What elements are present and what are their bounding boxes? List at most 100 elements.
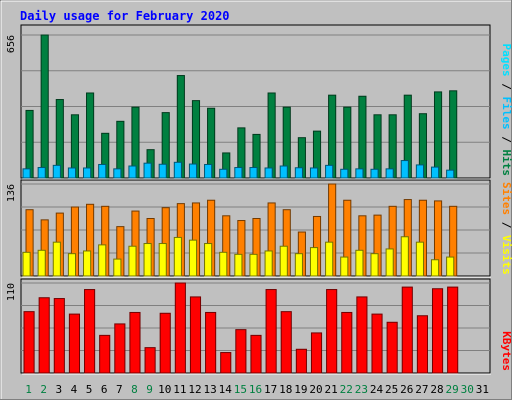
- x-tick-8: 8: [131, 383, 138, 396]
- bar-visits-25: [385, 248, 394, 277]
- legend: Sites / Visits: [500, 182, 512, 275]
- bar-files-18: [279, 165, 288, 179]
- bar-hits-22: [343, 106, 352, 179]
- panel-3: 110 KBytes: [6, 278, 512, 375]
- max-label: 110: [6, 283, 17, 301]
- bar-visits-4: [67, 253, 77, 277]
- bar-visits-7: [113, 258, 122, 277]
- x-tick-21: 21: [325, 383, 338, 396]
- x-tick-30: 30: [461, 383, 474, 396]
- bar-kbytes-13: [205, 311, 217, 374]
- bar-visits-27: [415, 241, 424, 277]
- bar-hits-28: [433, 91, 443, 179]
- bar-files-23: [355, 168, 364, 179]
- bar-kbytes-12: [189, 296, 202, 374]
- x-tick-20: 20: [309, 383, 322, 396]
- bar-kbytes-15: [235, 329, 247, 374]
- x-tick-23: 23: [355, 383, 368, 396]
- bar-files-13: [204, 163, 213, 179]
- x-tick-3: 3: [56, 383, 63, 396]
- bar-visits-5: [83, 250, 92, 277]
- bar-files-14: [219, 168, 228, 179]
- series-visits: [22, 236, 455, 277]
- x-tick-19: 19: [294, 383, 307, 396]
- x-tick-5: 5: [86, 383, 93, 396]
- bar-kbytes-27: [416, 315, 428, 374]
- bar-files-10: [158, 163, 167, 179]
- series-hits: [25, 34, 458, 179]
- bar-files-9: [143, 162, 152, 179]
- bar-visits-9: [143, 243, 152, 277]
- x-axis: 1 2 3 4 5 6 7 8 9 10 11 12 13 14 15 16 17 18 19 20 21 22 23 24 2…: [25, 383, 489, 396]
- bar-kbytes-11: [174, 282, 186, 374]
- legend-visits: Visits: [500, 235, 512, 275]
- legend: KBytes: [500, 331, 512, 371]
- bar-kbytes-19: [295, 348, 307, 374]
- bar-visits-29: [446, 256, 455, 277]
- x-tick-26: 26: [400, 383, 413, 396]
- bar-visits-2: [37, 249, 46, 277]
- bar-kbytes-22: [341, 311, 353, 374]
- x-tick-15: 15: [234, 383, 247, 396]
- bar-files-22: [340, 168, 349, 179]
- bar-kbytes-7: [114, 323, 126, 374]
- bar-kbytes-28: [431, 288, 444, 374]
- bar-visits-16: [249, 253, 258, 277]
- x-tick-4: 4: [71, 383, 78, 396]
- bar-kbytes-8: [129, 311, 141, 374]
- x-tick-7: 7: [116, 383, 123, 396]
- bar-visits-17: [264, 250, 273, 277]
- bar-visits-24: [370, 253, 379, 277]
- bar-files-17: [264, 167, 273, 179]
- x-tick-22: 22: [340, 383, 353, 396]
- x-tick-12: 12: [188, 383, 201, 396]
- x-tick-27: 27: [415, 383, 428, 396]
- bar-files-27: [415, 164, 424, 179]
- legend-pages: Pages: [500, 44, 512, 77]
- bar-kbytes-29: [447, 286, 459, 374]
- legend-files: Files: [500, 97, 512, 130]
- x-tick-10: 10: [158, 383, 171, 396]
- x-tick-24: 24: [370, 383, 384, 396]
- legend-text: Sites / Visits: [500, 182, 512, 275]
- legend-sites: Sites: [500, 182, 512, 215]
- bar-hits-1: [25, 109, 34, 179]
- bar-kbytes-6: [99, 334, 111, 374]
- bar-files-16: [249, 167, 258, 179]
- panel-1: 656 Pages / Files / Hits: [6, 24, 512, 180]
- bar-visits-11: [173, 236, 182, 277]
- legend-text: Pages / Files / Hits: [500, 44, 512, 177]
- bar-files-11: [173, 161, 182, 179]
- bar-files-15: [234, 167, 243, 179]
- bar-kbytes-4: [68, 313, 81, 374]
- bar-hits-24: [373, 114, 382, 179]
- legend-separator: /: [500, 130, 512, 150]
- x-tick-9: 9: [146, 383, 153, 396]
- series-files: [22, 160, 455, 179]
- bar-kbytes-24: [371, 313, 383, 374]
- bar-files-29: [446, 169, 455, 179]
- bar-files-12: [188, 163, 198, 179]
- bar-files-28: [430, 166, 440, 179]
- bar-kbytes-16: [250, 334, 262, 374]
- bar-kbytes-2: [38, 297, 50, 374]
- bar-visits-3: [52, 241, 61, 277]
- bar-kbytes-20: [310, 332, 323, 374]
- max-label: 656: [6, 35, 17, 53]
- bar-kbytes-10: [159, 312, 171, 374]
- bar-files-2: [37, 167, 46, 179]
- bar-visits-10: [158, 243, 167, 277]
- bar-kbytes-17: [265, 289, 277, 374]
- legend-separator: /: [500, 215, 512, 235]
- x-tick-18: 18: [279, 383, 292, 396]
- bar-files-19: [294, 167, 303, 179]
- bar-kbytes-14: [220, 352, 232, 374]
- chart-title: Daily usage for February 2020: [20, 9, 230, 23]
- bar-hits-29: [449, 90, 458, 179]
- bar-visits-23: [355, 249, 364, 277]
- bar-files-21: [325, 164, 334, 179]
- bar-files-6: [98, 163, 107, 179]
- bar-visits-15: [234, 253, 243, 277]
- max-label: 136: [6, 184, 17, 202]
- bar-hits-23: [358, 95, 367, 179]
